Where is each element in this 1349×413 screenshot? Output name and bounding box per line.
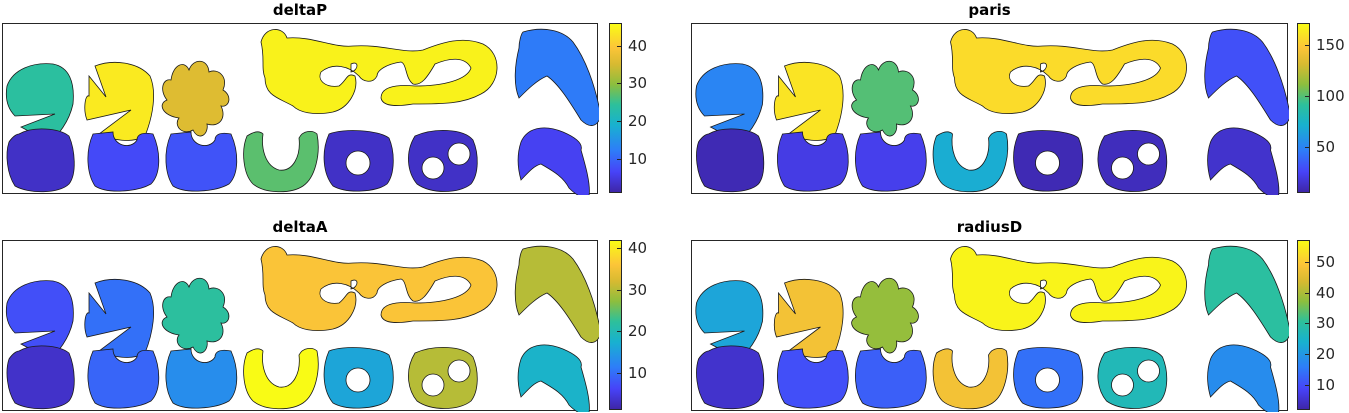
shape-two_holes bbox=[408, 130, 478, 192]
shape-pacman2 bbox=[84, 61, 155, 141]
shape-leaf bbox=[161, 277, 230, 354]
colorbar-tick-mark bbox=[617, 83, 622, 84]
colorbar-tick-label: 10 bbox=[628, 150, 648, 168]
shape-crescent bbox=[243, 347, 319, 410]
shape-pacman bbox=[695, 280, 764, 360]
shape-wave bbox=[260, 29, 498, 114]
shape-pacman bbox=[695, 63, 764, 143]
colorbar-tick-mark bbox=[1305, 354, 1310, 355]
shape-map bbox=[695, 245, 1289, 412]
colorbar-tick-mark bbox=[617, 159, 622, 160]
shape-wave bbox=[950, 29, 1187, 114]
shape-bite1 bbox=[87, 131, 160, 192]
colorbar-tick-label: 40 bbox=[628, 37, 648, 55]
shape-leaf bbox=[851, 60, 919, 137]
shape-pacman bbox=[5, 63, 74, 143]
colorbar-tick-label: 20 bbox=[1316, 345, 1336, 363]
colorbar-tick-mark bbox=[1305, 262, 1310, 263]
colorbar bbox=[609, 240, 622, 410]
colorbar-tick-label: 30 bbox=[1316, 314, 1336, 332]
shape-leaf bbox=[851, 277, 919, 354]
shape-chevron bbox=[517, 127, 590, 195]
shape-pacman2 bbox=[773, 278, 844, 358]
colorbar-tick-mark bbox=[1305, 96, 1310, 97]
chart-title: deltaP bbox=[272, 1, 328, 19]
chart-title: radiusD bbox=[956, 218, 1023, 236]
shape-map bbox=[695, 28, 1289, 195]
colorbar-tick-mark bbox=[1305, 293, 1310, 294]
colorbar-tick-mark bbox=[617, 331, 622, 332]
colorbar-tick-mark bbox=[1305, 323, 1310, 324]
colorbar-tick-mark bbox=[617, 290, 622, 291]
shape-pacman2 bbox=[84, 278, 155, 358]
colorbar-tick-label: 150 bbox=[1316, 36, 1345, 54]
shape-crescent bbox=[932, 347, 1009, 410]
shape-boomerang bbox=[1204, 28, 1289, 126]
colorbar bbox=[609, 23, 622, 193]
shape-map bbox=[5, 245, 599, 412]
shape-bite1 bbox=[87, 348, 160, 409]
plot-area bbox=[2, 23, 599, 195]
shape-bite2 bbox=[855, 348, 927, 409]
colorbar-tick-label: 20 bbox=[628, 322, 648, 340]
shape-leaf bbox=[161, 60, 230, 137]
shape-two_holes bbox=[408, 347, 478, 409]
shape-chevron bbox=[1207, 127, 1280, 195]
chart-title: deltaA bbox=[272, 218, 328, 236]
plot-area bbox=[691, 23, 1289, 195]
colorbar-tick-label: 10 bbox=[1316, 376, 1336, 394]
colorbar-tick-label: 30 bbox=[628, 281, 648, 299]
colorbar-tick-label: 50 bbox=[1316, 138, 1336, 156]
shape-boomerang bbox=[1204, 245, 1289, 343]
shape-disk bbox=[6, 345, 75, 410]
shape-bite1 bbox=[777, 348, 849, 409]
shape-two_holes bbox=[1097, 347, 1168, 409]
shape-bite2 bbox=[165, 348, 238, 409]
colorbar bbox=[1297, 23, 1310, 193]
colorbar-tick-mark bbox=[617, 121, 622, 122]
shape-wave bbox=[950, 246, 1187, 331]
shape-crescent bbox=[243, 130, 319, 193]
shape-pacman2 bbox=[773, 61, 844, 141]
colorbar-tick-mark bbox=[617, 46, 622, 47]
colorbar-tick-label: 50 bbox=[1316, 253, 1336, 271]
colorbar-tick-mark bbox=[617, 248, 622, 249]
shape-ring bbox=[323, 130, 394, 192]
colorbar-tick-label: 10 bbox=[628, 364, 648, 382]
shape-disk bbox=[696, 128, 765, 193]
plot-area bbox=[691, 240, 1289, 412]
shape-bite2 bbox=[855, 131, 927, 192]
colorbar-tick-mark bbox=[1305, 385, 1310, 386]
shape-ring bbox=[1013, 347, 1084, 409]
shape-boomerang bbox=[514, 245, 599, 343]
plot-area bbox=[2, 240, 599, 412]
shape-pacman bbox=[5, 280, 74, 360]
shape-disk bbox=[6, 128, 75, 193]
shape-two_holes bbox=[1097, 130, 1168, 192]
shape-bite2 bbox=[165, 131, 238, 192]
colorbar-tick-label: 40 bbox=[628, 239, 648, 257]
colorbar-tick-mark bbox=[1305, 147, 1310, 148]
colorbar-tick-label: 40 bbox=[1316, 284, 1336, 302]
colorbar-tick-mark bbox=[617, 373, 622, 374]
shape-chevron bbox=[1207, 344, 1280, 412]
shape-disk bbox=[696, 345, 765, 410]
colorbar-tick-label: 20 bbox=[628, 112, 648, 130]
colorbar-tick-label: 100 bbox=[1316, 87, 1345, 105]
shape-boomerang bbox=[514, 28, 599, 126]
colorbar-tick-label: 30 bbox=[628, 74, 648, 92]
shape-bite1 bbox=[777, 131, 849, 192]
chart-title: paris bbox=[968, 1, 1011, 19]
colorbar bbox=[1297, 240, 1310, 410]
shape-ring bbox=[323, 347, 394, 409]
colorbar-tick-mark bbox=[1305, 45, 1310, 46]
shape-wave bbox=[260, 246, 498, 331]
shape-chevron bbox=[517, 344, 590, 412]
shape-map bbox=[5, 28, 599, 195]
shape-ring bbox=[1013, 130, 1084, 192]
shape-crescent bbox=[932, 130, 1009, 193]
